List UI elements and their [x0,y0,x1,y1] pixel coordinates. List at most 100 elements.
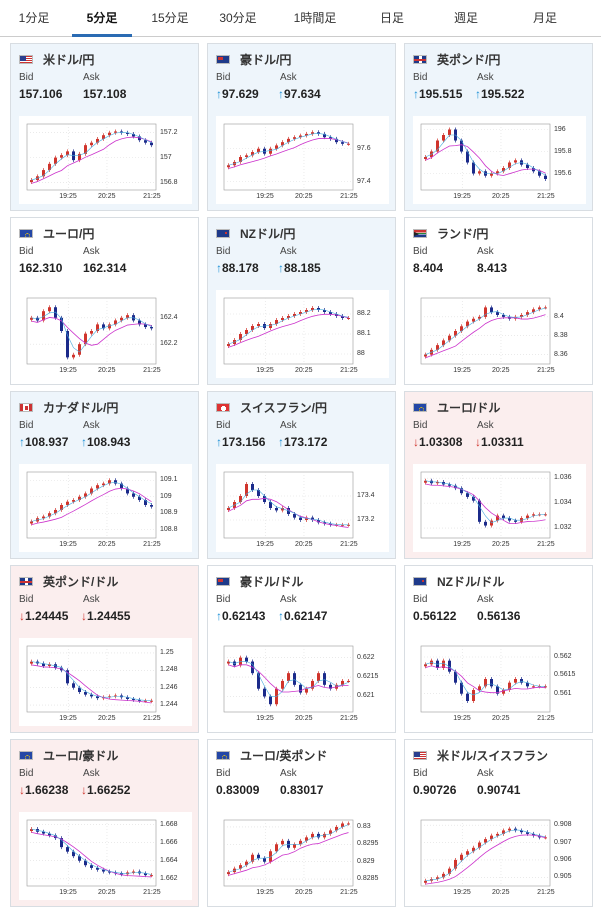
candle-body [472,847,475,852]
currency-card[interactable]: NZドル/円 Bid Ask ↑88.178 ↑88.185 88.2 88.1 88 19:2… [207,217,396,385]
y-tick-label: 195.8 [554,147,572,155]
currency-card[interactable]: ユーロ/豪ドル Bid Ask ↓1.66238 ↓1.66252 1.668 1.666 1… [10,739,199,907]
candle-body [532,514,535,516]
y-tick-label: 1.246 [160,683,178,691]
candle-body [30,317,33,320]
currency-card[interactable]: NZドル/ドル Bid Ask 0.56122 0.56136 0.562 0.5615 0.… [404,565,593,733]
pair-title[interactable]: NZドル/ドル [413,573,504,590]
pair-title[interactable]: ユーロ/円 [19,225,94,242]
y-tick-label: 8.4 [554,312,564,320]
pair-title[interactable]: 米ドル/円 [19,51,94,68]
y-tick-label: 0.561 [554,689,572,697]
tab-0[interactable]: 1分足 [18,11,50,25]
x-tick-label: 20:25 [491,715,510,722]
pair-name: ユーロ/豪ドル [43,749,119,763]
moving-average-line [31,317,152,346]
candle-body [484,679,487,687]
candle-body [126,488,129,494]
candle-body [54,509,57,514]
moving-average-line [31,831,152,878]
pair-title[interactable]: ユーロ/ドル [413,399,500,416]
candle-body [341,524,344,526]
candle-body [72,354,75,358]
candle-body [275,145,278,149]
moving-average-line [425,665,546,694]
candle-body [317,308,320,310]
moving-average-line [228,497,349,528]
candle-body [347,318,350,319]
pair-title[interactable]: 豪ドル/円 [216,51,291,68]
tab-6[interactable]: 週足 [453,11,478,25]
ask-label: Ask [280,768,297,779]
candle-body [544,837,547,839]
currency-card[interactable]: 英ポンド/円 Bid Ask ↑195.515 ↑195.522 196 195.8 195.… [404,43,593,211]
candle-body [317,673,320,681]
currency-card[interactable]: 英ポンド/ドル Bid Ask ↓1.24445 ↓1.24455 1.25 1.248 1.… [10,565,199,733]
currency-card[interactable]: ユーロ/円 Bid Ask 162.310 162.314 162.4 162.2 19:25… [10,217,199,385]
bid-label: Bid [413,246,428,257]
price-chart: 0.562 0.5615 0.561 19:25 20:25 21:25 [413,638,586,726]
pair-title[interactable]: 豪ドル/ドル [216,573,303,590]
bid-label: Bid [413,420,428,431]
candle-body [263,496,266,502]
candlestick-chart [223,297,354,365]
candle-body [466,851,469,855]
pair-title[interactable]: スイスフラン/円 [216,399,327,416]
timeframe-tabs: 1分足 5分足 15分足 30分足 1時間足 日足 週足 月足 [0,0,601,37]
candle-body [48,664,51,666]
candle-body [239,157,242,162]
y-tick-label: 0.906 [554,855,572,863]
bid-arrow-icon: ↑ [19,435,25,449]
x-tick-label: 20:25 [97,889,116,896]
moving-average-short-line [228,824,349,873]
currency-card[interactable]: 米ドル/円 Bid Ask 157.106 157.108 157.2 157 156.8 19… [10,43,199,211]
bid-label: Bid [19,768,34,779]
currency-card[interactable]: カナダドル/円 Bid Ask ↑108.937 ↑108.943 109.1 109 108… [10,391,199,559]
tab-1[interactable]: 5分足 [68,0,136,37]
candle-body [126,132,129,134]
tab-3[interactable]: 30分足 [219,11,257,25]
pair-title[interactable]: 米ドル/スイスフラン [413,747,548,764]
ask-arrow-icon: ↑ [81,435,87,449]
currency-card[interactable]: ランド/円 Bid Ask 8.404 8.413 8.4 8.38 8.36 19:25 20:… [404,217,593,385]
tab-7[interactable]: 月足 [532,11,557,25]
chart-frame [26,297,157,365]
currency-card[interactable]: 豪ドル/円 Bid Ask ↑97.629 ↑97.634 97.6 97.4 19:25 20… [207,43,396,211]
currency-card[interactable]: ユーロ/英ポンド Bid Ask 0.83009 0.83017 0.83 0.8295 0.… [207,739,396,907]
x-tick-label: 21:25 [537,715,555,722]
bid-value: ↑0.62143 [216,609,265,623]
pair-title[interactable]: ユーロ/豪ドル [19,747,118,764]
moving-average-short-line [31,661,152,702]
currency-card[interactable]: ユーロ/ドル Bid Ask ↓1.03308 ↓1.03311 1.036 1.034 1.… [404,391,593,559]
candle-body [108,871,111,873]
pair-title[interactable]: ランド/円 [413,225,488,242]
bid-value: ↑195.515 [413,87,462,101]
candle-body [150,327,153,329]
candle-body [341,142,344,144]
tab-5[interactable]: 日足 [379,11,404,25]
pair-title[interactable]: 英ポンド/ドル [19,573,118,590]
pair-name: スイスフラン/円 [240,401,327,415]
bid-number: 157.106 [19,87,63,101]
pair-title[interactable]: ユーロ/英ポンド [216,747,327,764]
chart-frame [223,123,354,191]
tab-4[interactable]: 1時間足 [293,11,337,25]
candle-body [251,152,254,156]
chart-frame [26,471,157,539]
moving-average-short-line [228,133,349,166]
moving-average-short-line [425,829,546,882]
tab-2[interactable]: 15分足 [151,11,189,25]
candle-body [311,517,314,520]
y-tick-label: 157 [160,153,172,161]
moving-average-short-line [228,661,349,697]
currency-card[interactable]: 米ドル/スイスフラン Bid Ask 0.90726 0.90741 0.908 0.907… [404,739,593,907]
pair-title[interactable]: カナダドル/円 [19,399,118,416]
candle-body [257,673,260,689]
currency-card[interactable]: スイスフラン/円 Bid Ask ↑173.156 ↑173.172 173.4 173.2… [207,391,396,559]
pair-title[interactable]: 英ポンド/円 [413,51,500,68]
candle-body [30,521,33,524]
pair-title[interactable]: NZドル/円 [216,225,295,242]
moving-average-line [425,834,546,885]
pair-name: 米ドル/円 [43,53,95,67]
currency-card[interactable]: 豪ドル/ドル Bid Ask ↑0.62143 ↑0.62147 0.622 0.6215 0… [207,565,396,733]
